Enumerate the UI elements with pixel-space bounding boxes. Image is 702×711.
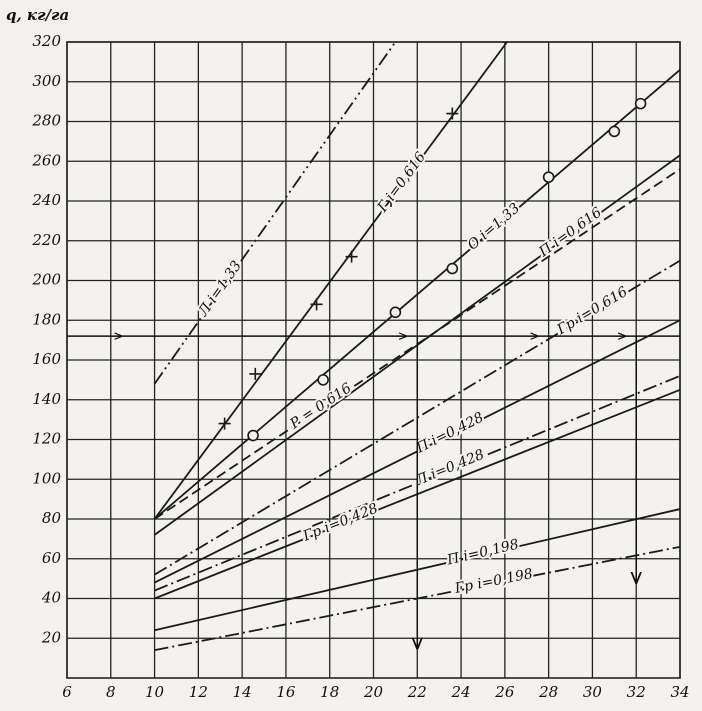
x-tick-label: 30 <box>583 683 603 701</box>
x-tick-label: 26 <box>494 683 515 701</box>
y-axis-label: q, кг/га <box>6 6 69 24</box>
y-tick-label: 300 <box>32 72 61 90</box>
y-tick-label: 40 <box>41 589 62 607</box>
x-tick-label: 22 <box>407 683 427 701</box>
point-marker <box>385 195 398 207</box>
y-tick-label: 140 <box>32 390 61 408</box>
series-line <box>153 41 508 520</box>
x-tick-label: 10 <box>145 683 165 701</box>
series-line <box>153 41 397 385</box>
series-line <box>153 69 681 520</box>
y-tick-label: 120 <box>32 430 61 448</box>
x-tick-label: 14 <box>233 683 252 701</box>
series-label: Г i=0,616 <box>374 149 429 216</box>
point-marker <box>249 367 262 380</box>
point-marker <box>446 262 459 275</box>
y-tick-label: 320 <box>32 32 61 50</box>
x-tick-label: 18 <box>320 683 339 701</box>
point-marker <box>218 417 231 430</box>
y-tick-label: 200 <box>31 271 61 289</box>
x-tick-label: 20 <box>363 683 384 701</box>
x-tick-label: 34 <box>670 683 689 701</box>
y-tick-label: 20 <box>41 628 62 646</box>
series-label: О i=1,33 <box>465 200 524 253</box>
point-marker <box>317 374 329 386</box>
point-marker <box>608 125 621 138</box>
x-tick-label: 8 <box>106 683 116 701</box>
point-marker <box>247 429 259 442</box>
y-tick-label: 160 <box>32 350 61 368</box>
x-tick-label: 12 <box>189 683 208 701</box>
series-label: Гр i=0,198 <box>453 566 535 597</box>
y-tick-label: 260 <box>31 151 61 169</box>
y-tick-label: 180 <box>32 310 61 328</box>
x-tick-label: 24 <box>451 683 471 701</box>
point-marker <box>310 298 323 311</box>
y-tick-label: 240 <box>31 191 61 209</box>
series-label: Л i=1,33 <box>195 258 245 320</box>
series-label: П i=0,198 <box>445 537 521 569</box>
x-tick-label: 28 <box>538 683 558 701</box>
series-label: Гр i=0,428 <box>300 501 380 545</box>
point-marker <box>345 250 358 263</box>
x-tick-label: 6 <box>62 683 72 701</box>
y-tick-label: 60 <box>42 549 62 567</box>
y-tick-label: 100 <box>32 469 61 487</box>
series-label: Р = 0,616 <box>286 380 354 433</box>
y-tick-label: 80 <box>42 509 62 527</box>
point-marker <box>446 107 459 120</box>
x-tick-label: 16 <box>276 683 296 701</box>
point-marker <box>542 171 555 183</box>
point-marker <box>634 97 647 110</box>
y-tick-label: 220 <box>31 231 61 249</box>
point-marker <box>389 306 402 319</box>
series-label: П i=0,616 <box>535 204 604 260</box>
x-tick-label: 32 <box>627 683 646 701</box>
y-tick-label: 280 <box>31 112 61 130</box>
